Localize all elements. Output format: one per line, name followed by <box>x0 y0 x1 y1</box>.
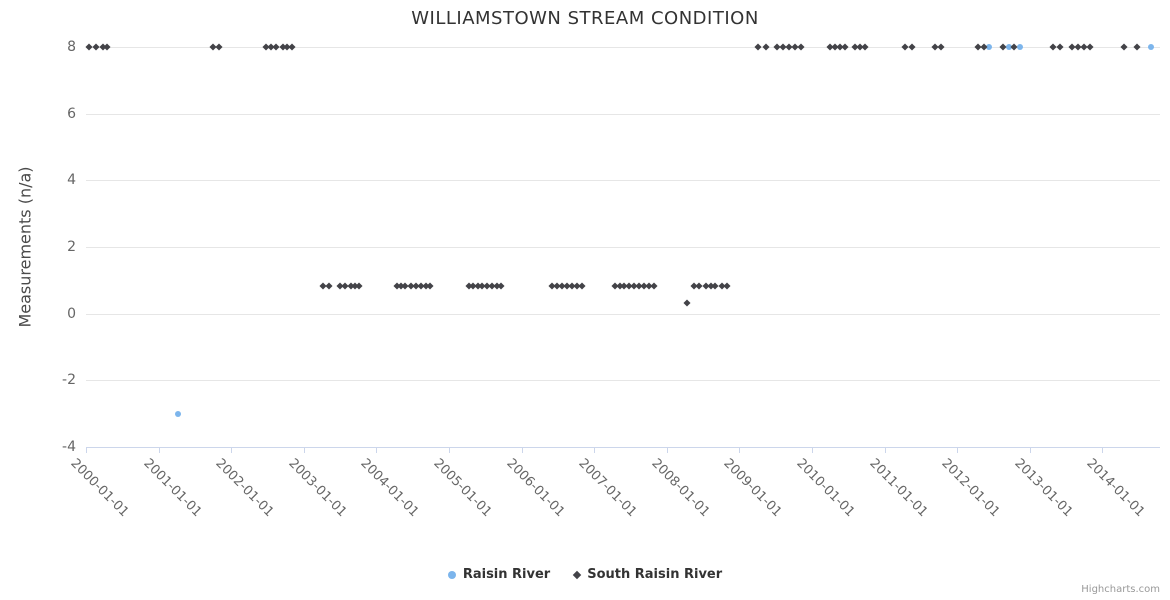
data-point[interactable] <box>426 282 434 290</box>
x-axis-label: 2009-01-01 <box>720 456 785 521</box>
x-axis-tick <box>231 447 233 453</box>
x-axis-tick <box>957 447 959 453</box>
data-point[interactable] <box>103 43 111 51</box>
data-point[interactable] <box>288 43 296 51</box>
x-axis-tick <box>303 447 305 453</box>
x-axis-tick <box>521 447 523 453</box>
y-axis-label: 2 <box>67 239 76 255</box>
x-axis-label: 2007-01-01 <box>575 456 640 521</box>
legend-label: South Raisin River <box>587 567 723 582</box>
data-point[interactable] <box>1148 44 1155 50</box>
x-axis-label: 2006-01-01 <box>502 456 568 521</box>
data-point[interactable] <box>723 282 731 290</box>
x-axis-tick <box>739 447 741 453</box>
diamond-marker-icon <box>572 570 582 579</box>
y-axis-title: Measurements (n/a) <box>15 166 35 328</box>
x-axis-label: 2008-01-01 <box>648 456 713 521</box>
x-axis-label: 2000-01-01 <box>67 456 132 521</box>
data-point[interactable] <box>937 43 945 51</box>
x-axis-label: 2014-01-01 <box>1083 456 1148 521</box>
circle-marker-icon <box>447 570 456 579</box>
data-point[interactable] <box>797 43 805 51</box>
y-axis-label: 4 <box>67 172 76 189</box>
x-axis-tick <box>158 447 160 453</box>
data-point[interactable] <box>1086 43 1094 51</box>
x-axis-label: 2005-01-01 <box>430 456 495 521</box>
x-axis-tick <box>449 447 450 453</box>
y-axis-label: -4 <box>62 439 76 455</box>
legend: Raisin River South Raisin River <box>0 567 1170 582</box>
data-point[interactable] <box>174 410 181 417</box>
highcharts-credits-link[interactable]: Highcharts.com <box>1081 584 1160 595</box>
x-axis-label: 2003-01-01 <box>285 456 350 521</box>
x-axis-label: 2010-01-01 <box>793 456 858 521</box>
x-axis-tick <box>376 447 378 453</box>
legend-item-raisin-river[interactable]: Raisin River <box>447 567 551 582</box>
data-point[interactable] <box>497 282 505 290</box>
data-point[interactable] <box>683 299 691 307</box>
y-axis-label: 8 <box>67 39 76 55</box>
y-axis-label: 0 <box>67 305 76 322</box>
data-point[interactable] <box>754 43 762 51</box>
y-axis-label: -2 <box>62 372 76 389</box>
y-gridline <box>86 313 1160 315</box>
data-point[interactable] <box>1056 43 1064 51</box>
x-axis-tick <box>666 447 668 453</box>
data-point[interactable] <box>355 282 363 290</box>
legend-item-south-raisin-river[interactable]: South Raisin River <box>572 567 723 582</box>
x-axis-tick <box>1102 447 1104 453</box>
data-point[interactable] <box>1120 43 1128 51</box>
x-axis-line <box>86 447 1160 448</box>
data-point[interactable] <box>1010 43 1018 51</box>
data-point[interactable] <box>215 43 223 51</box>
y-gridline <box>86 47 1160 48</box>
data-point[interactable] <box>1017 44 1024 50</box>
data-point[interactable] <box>986 44 993 50</box>
x-axis-label: 2012-01-01 <box>938 456 1003 521</box>
x-axis-tick <box>594 447 596 453</box>
x-axis-tick <box>884 447 886 453</box>
data-point[interactable] <box>650 282 658 290</box>
x-axis-label: 2011-01-01 <box>865 456 931 521</box>
y-axis-label: 6 <box>67 105 76 122</box>
data-point[interactable] <box>325 282 333 290</box>
data-point[interactable] <box>861 43 869 51</box>
x-axis-label: 2004-01-01 <box>357 456 422 521</box>
x-axis-label: 2002-01-01 <box>212 456 277 521</box>
x-axis-tick <box>1029 447 1031 453</box>
chart-title: WILLIAMSTOWN STREAM CONDITION <box>411 8 759 29</box>
data-point[interactable] <box>841 43 849 51</box>
y-gridline <box>86 380 1160 382</box>
data-point[interactable] <box>578 282 586 290</box>
data-point[interactable] <box>908 43 916 51</box>
x-axis-label: 2001-01-01 <box>139 456 205 521</box>
data-point[interactable] <box>900 43 909 51</box>
data-point[interactable] <box>762 43 770 51</box>
legend-label: Raisin River <box>462 567 551 582</box>
data-point[interactable] <box>1133 43 1141 51</box>
x-axis-tick <box>86 447 87 453</box>
y-gridline <box>86 247 1160 248</box>
y-gridline <box>86 180 1160 182</box>
y-gridline <box>86 113 1160 115</box>
data-point[interactable] <box>1005 44 1012 50</box>
x-axis-tick <box>812 447 813 453</box>
x-axis-label: 2013-01-01 <box>1011 456 1076 521</box>
